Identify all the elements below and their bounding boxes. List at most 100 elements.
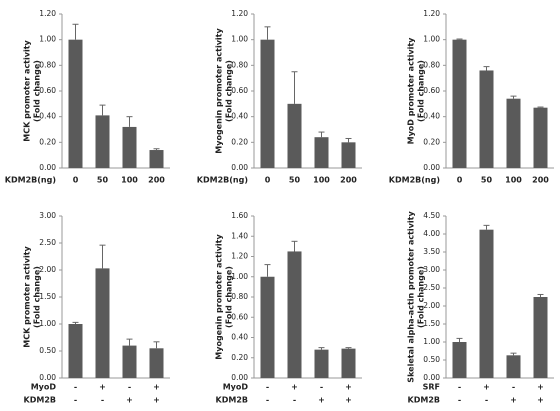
y-axis-label: (Fold change) [417, 266, 426, 328]
row-value: - [74, 396, 77, 405]
x-tick-label: 0 [457, 176, 463, 185]
y-tick-label: 0.80 [423, 60, 440, 69]
y-tick-label: 3.00 [39, 211, 56, 220]
y-tick-label: 1.50 [423, 319, 440, 328]
y-axis-label: (Fold change) [225, 60, 234, 122]
y-tick-label: 0.50 [423, 355, 440, 364]
row-value: + [537, 396, 544, 405]
y-axis-label: MCK promoter activity [23, 39, 32, 141]
y-tick-label: 0.80 [39, 60, 56, 69]
y-tick-label: 4.00 [423, 229, 440, 238]
y-tick-label: 1.20 [231, 252, 248, 261]
row-value: + [483, 383, 490, 392]
x-tick-label: 50 [289, 176, 301, 185]
row-value: + [345, 383, 352, 392]
y-tick-label: 0.00 [39, 163, 56, 172]
x-tick-label: 200 [340, 176, 357, 185]
bar [341, 348, 356, 378]
y-tick-label: 0.80 [231, 60, 248, 69]
y-tick-label: 2.00 [39, 265, 56, 274]
y-tick-label: 1.50 [39, 292, 56, 301]
bar [479, 229, 494, 378]
x-axis-label: KDM2B(ng) [5, 176, 56, 185]
y-axis-label: Myogenin promoter activity [215, 28, 224, 154]
bar [260, 276, 275, 378]
bar [452, 39, 467, 168]
x-tick-label: 50 [481, 176, 493, 185]
row-value: - [266, 383, 269, 392]
bar [122, 345, 137, 378]
y-tick-label: 3.00 [423, 265, 440, 274]
x-tick-label: 0 [73, 176, 79, 185]
row-value: - [101, 396, 104, 405]
x-axis-label: KDM2B(ng) [197, 176, 248, 185]
y-tick-label: 2.00 [423, 301, 440, 310]
y-axis-label: (Fold change) [33, 266, 42, 328]
y-tick-label: 0.60 [231, 86, 248, 95]
x-axis-label: KDM2B(ng) [389, 176, 440, 185]
y-axis-label: Myogenin promoter activity [215, 234, 224, 360]
x-tick-label: 50 [97, 176, 109, 185]
row-value: - [128, 383, 131, 392]
x-tick-label: 100 [313, 176, 330, 185]
y-tick-label: 2.50 [423, 283, 440, 292]
bar [314, 349, 329, 378]
row-value: - [320, 383, 323, 392]
row-value: + [291, 383, 298, 392]
x-tick-label: 100 [121, 176, 138, 185]
bar [68, 39, 83, 168]
bar [260, 39, 275, 168]
bar [341, 142, 356, 168]
y-tick-label: 1.00 [39, 319, 56, 328]
y-axis-label: (Fold change) [33, 60, 42, 122]
y-tick-label: 1.00 [231, 272, 248, 281]
row-value: + [99, 383, 106, 392]
y-axis-label: MCK promoter activity [23, 245, 32, 347]
y-axis-label: MyoD promoter activity [407, 37, 416, 145]
y-axis-label: (Fold change) [417, 60, 426, 122]
row-value: - [512, 383, 515, 392]
bar [287, 251, 302, 378]
row-label: KDM2B [24, 396, 56, 405]
row-label: KDM2B [216, 396, 248, 405]
y-tick-label: 0.00 [39, 373, 56, 382]
y-tick-label: 0.50 [39, 346, 56, 355]
y-axis-label: (Fold change) [225, 266, 234, 328]
y-tick-label: 1.40 [231, 231, 248, 240]
bar [149, 150, 164, 168]
row-value: - [458, 396, 461, 405]
x-tick-label: 100 [505, 176, 522, 185]
y-tick-label: 1.00 [423, 337, 440, 346]
bar [95, 268, 110, 378]
bar [452, 342, 467, 378]
y-tick-label: 1.00 [39, 35, 56, 44]
bar [314, 137, 329, 168]
x-tick-label: 0 [265, 176, 271, 185]
y-tick-label: 0.00 [231, 373, 248, 382]
y-tick-label: 1.00 [423, 35, 440, 44]
y-tick-label: 0.60 [39, 86, 56, 95]
y-tick-label: 0.00 [423, 373, 440, 382]
bar [479, 70, 494, 168]
y-tick-label: 0.60 [231, 312, 248, 321]
y-tick-label: 0.20 [231, 353, 248, 362]
y-tick-label: 0.60 [423, 86, 440, 95]
row-value: + [537, 383, 544, 392]
y-tick-label: 0.00 [423, 163, 440, 172]
x-tick-label: 200 [148, 176, 165, 185]
row-label: SRF [423, 383, 440, 392]
row-value: + [510, 396, 517, 405]
row-value: - [74, 383, 77, 392]
row-label: MyoD [31, 383, 57, 392]
y-tick-label: 0.80 [231, 292, 248, 301]
row-label: MyoD [223, 383, 249, 392]
y-tick-label: 1.20 [231, 9, 248, 18]
bar [506, 355, 521, 378]
bar [122, 126, 137, 168]
bar [95, 115, 110, 168]
y-axis-label: Skeletal alpha-actin promoter activity [407, 211, 416, 383]
y-tick-label: 0.20 [231, 137, 248, 146]
row-value: - [458, 383, 461, 392]
row-value: + [126, 396, 133, 405]
